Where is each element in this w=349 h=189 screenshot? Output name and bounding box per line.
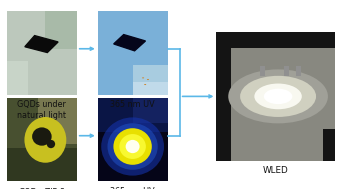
Bar: [38, 98, 77, 144]
Bar: [98, 11, 168, 94]
Circle shape: [144, 84, 146, 85]
Text: GQDs under
natural light: GQDs under natural light: [17, 100, 66, 120]
Bar: [260, 66, 265, 76]
Ellipse shape: [107, 123, 158, 170]
Bar: [284, 66, 289, 76]
Ellipse shape: [126, 140, 140, 153]
Bar: [7, 148, 77, 181]
Bar: [7, 61, 28, 94]
Circle shape: [147, 79, 149, 80]
Bar: [216, 32, 335, 48]
Bar: [296, 66, 300, 76]
Bar: [7, 11, 77, 94]
Bar: [98, 98, 168, 132]
Text: GQD@ZIF-8
under natural light: GQD@ZIF-8 under natural light: [5, 187, 79, 189]
Text: WLED: WLED: [263, 166, 289, 175]
Bar: [45, 11, 77, 49]
Bar: [133, 98, 168, 123]
Circle shape: [228, 69, 328, 123]
Bar: [133, 82, 168, 94]
Ellipse shape: [32, 127, 52, 146]
Circle shape: [142, 77, 144, 78]
Bar: [216, 32, 231, 161]
Ellipse shape: [47, 140, 55, 148]
Ellipse shape: [24, 117, 66, 163]
Text: 365 nm UV: 365 nm UV: [110, 187, 155, 189]
Ellipse shape: [113, 128, 152, 165]
Bar: [133, 65, 168, 94]
Polygon shape: [114, 35, 146, 51]
Circle shape: [254, 84, 302, 109]
Ellipse shape: [119, 134, 146, 159]
Bar: [7, 98, 77, 181]
Bar: [7, 98, 77, 148]
Circle shape: [264, 89, 292, 104]
Polygon shape: [25, 36, 58, 53]
Text: 365 nm UV: 365 nm UV: [110, 100, 155, 109]
Bar: [216, 32, 335, 161]
Bar: [323, 129, 335, 161]
Circle shape: [240, 76, 316, 117]
Ellipse shape: [101, 117, 164, 176]
Bar: [98, 98, 168, 181]
